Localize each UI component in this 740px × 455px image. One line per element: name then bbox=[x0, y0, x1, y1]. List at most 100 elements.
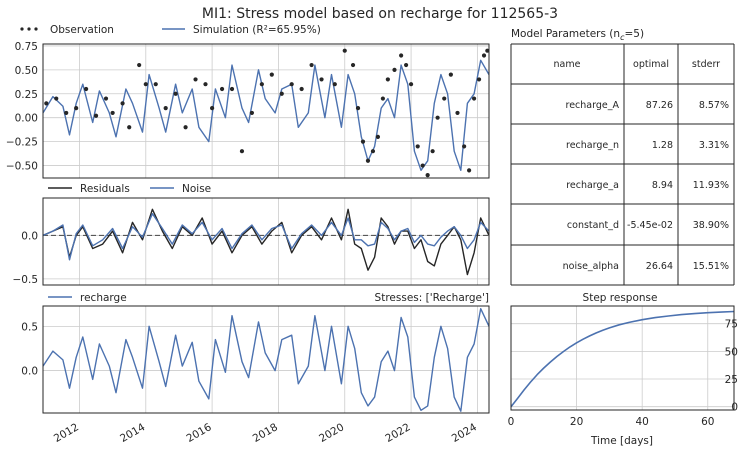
observation-point bbox=[44, 101, 48, 105]
observation-point bbox=[319, 77, 323, 81]
observation-point bbox=[94, 114, 98, 118]
contribution-grid bbox=[43, 306, 489, 413]
residuals-line bbox=[43, 209, 489, 274]
table-cell-stderr: 38.90% bbox=[693, 220, 729, 231]
observation-point bbox=[431, 149, 435, 153]
x-tick-label: 2016 bbox=[184, 421, 213, 445]
observation-point bbox=[230, 87, 234, 91]
observation-point bbox=[482, 53, 486, 57]
figure-title: MI1: Stress model based on recharge for … bbox=[202, 6, 558, 22]
step-line bbox=[511, 312, 734, 407]
step-x-tick-label: 20 bbox=[570, 416, 583, 428]
observation-point bbox=[290, 82, 294, 86]
parameters-table: Model Parameters (nc=5) name optimal stder… bbox=[511, 28, 734, 285]
table-cell-optimal: -5.45e-02 bbox=[627, 220, 673, 231]
step-x-tick-label: 60 bbox=[701, 416, 714, 428]
simulation-line-path bbox=[43, 60, 489, 170]
observation-point bbox=[137, 63, 141, 67]
table-header-cell: name bbox=[554, 59, 581, 70]
legend-simulation: Simulation (R²=65.95%) bbox=[193, 24, 321, 36]
contribution-panel: 0.50.0 2012201420162018202020222024 rech… bbox=[21, 292, 489, 445]
main-grid bbox=[43, 44, 489, 178]
observation-point bbox=[154, 82, 158, 86]
y-tick-label: −0.50 bbox=[6, 161, 38, 173]
table-cells: nameoptimalstderrrecharge_A87.268.57%rec… bbox=[554, 59, 729, 272]
main-frame bbox=[43, 44, 489, 178]
step-x-tick-label: 40 bbox=[635, 416, 648, 428]
table-cell-name: constant_d bbox=[567, 220, 619, 231]
observation-point bbox=[416, 144, 420, 148]
table-cell-stderr: 11.93% bbox=[693, 180, 729, 191]
y-tick-label: 0.0 bbox=[21, 230, 38, 242]
observation-point bbox=[210, 106, 214, 110]
observation-point bbox=[366, 159, 370, 163]
table-cell-name: recharge_a bbox=[566, 180, 619, 191]
observation-point bbox=[144, 82, 148, 86]
y-tick-label: −0.5 bbox=[13, 274, 39, 286]
residuals-panel: 0.0 −0.5 Residuals Noise bbox=[13, 183, 490, 286]
observation-point bbox=[421, 163, 425, 167]
observation-point bbox=[104, 96, 108, 100]
observation-point bbox=[462, 144, 466, 148]
y-tick-label: 0.5 bbox=[21, 321, 38, 333]
parameters-title-main: Model Parameters (n bbox=[511, 28, 620, 40]
table-cell-stderr: 15.51% bbox=[693, 261, 729, 272]
y-tick-label: 0.00 bbox=[15, 113, 38, 125]
observation-point bbox=[381, 96, 385, 100]
residuals-yticks: 0.0 −0.5 bbox=[13, 230, 39, 286]
step-y-tick-label: 25 bbox=[725, 374, 738, 386]
observation-point bbox=[442, 96, 446, 100]
observation-point bbox=[280, 92, 284, 96]
contribution-xticks: 2012201420162018202020222024 bbox=[52, 421, 479, 445]
observation-point bbox=[220, 87, 224, 91]
observation-point bbox=[64, 111, 68, 115]
x-tick-label: 2014 bbox=[118, 421, 147, 445]
observation-point bbox=[449, 73, 453, 77]
parameters-title-end: =5) bbox=[624, 28, 644, 40]
observation-point bbox=[399, 53, 403, 57]
observation-point bbox=[386, 77, 390, 81]
main-yticks: 0.750.500.250.00−0.25−0.50 bbox=[6, 41, 38, 173]
x-tick-label: 2022 bbox=[383, 421, 412, 445]
observation-points bbox=[44, 49, 489, 178]
observation-point bbox=[309, 63, 313, 67]
step-y-tick-label: 0 bbox=[731, 402, 738, 414]
observation-point bbox=[343, 49, 347, 53]
observation-point bbox=[436, 116, 440, 120]
y-tick-label: 0.25 bbox=[15, 89, 38, 101]
observation-point bbox=[174, 92, 178, 96]
legend-recharge: recharge bbox=[80, 292, 127, 304]
step-line-path bbox=[511, 312, 734, 407]
parameters-title: Model Parameters (nc=5) bbox=[511, 28, 644, 42]
step-frame bbox=[511, 306, 734, 410]
residuals-line-path bbox=[43, 209, 489, 274]
y-tick-label: −0.25 bbox=[6, 137, 38, 149]
recharge-line bbox=[43, 309, 489, 412]
step-y-tick-label: 50 bbox=[725, 346, 738, 358]
observation-point bbox=[203, 82, 207, 86]
legend-noise: Noise bbox=[182, 183, 211, 195]
observation-point bbox=[183, 125, 187, 129]
observation-point bbox=[333, 82, 337, 86]
table-header-cell: stderr bbox=[692, 59, 720, 70]
observation-point bbox=[477, 77, 481, 81]
table-cell-name: recharge_A bbox=[566, 100, 620, 111]
observation-point bbox=[164, 106, 168, 110]
observation-point bbox=[193, 77, 197, 81]
observation-point bbox=[127, 125, 131, 129]
observation-point bbox=[371, 149, 375, 153]
residuals-legend: Residuals Noise bbox=[48, 183, 211, 195]
table-header-cell: optimal bbox=[633, 59, 669, 70]
y-tick-label: 0.0 bbox=[21, 366, 38, 378]
recharge-line-path bbox=[43, 309, 489, 412]
legend-observation-marker bbox=[34, 27, 37, 30]
table-cell-name: recharge_n bbox=[566, 140, 619, 151]
observation-point bbox=[120, 101, 124, 105]
step-y-tick-label: 75 bbox=[725, 319, 738, 331]
y-tick-label: 0.75 bbox=[15, 41, 38, 53]
stresses-annotation: Stresses: ['Recharge'] bbox=[375, 292, 489, 304]
observation-point bbox=[260, 82, 264, 86]
observation-point bbox=[409, 82, 413, 86]
table-cell-stderr: 3.31% bbox=[699, 140, 729, 151]
table-cell-optimal: 1.28 bbox=[652, 140, 673, 151]
